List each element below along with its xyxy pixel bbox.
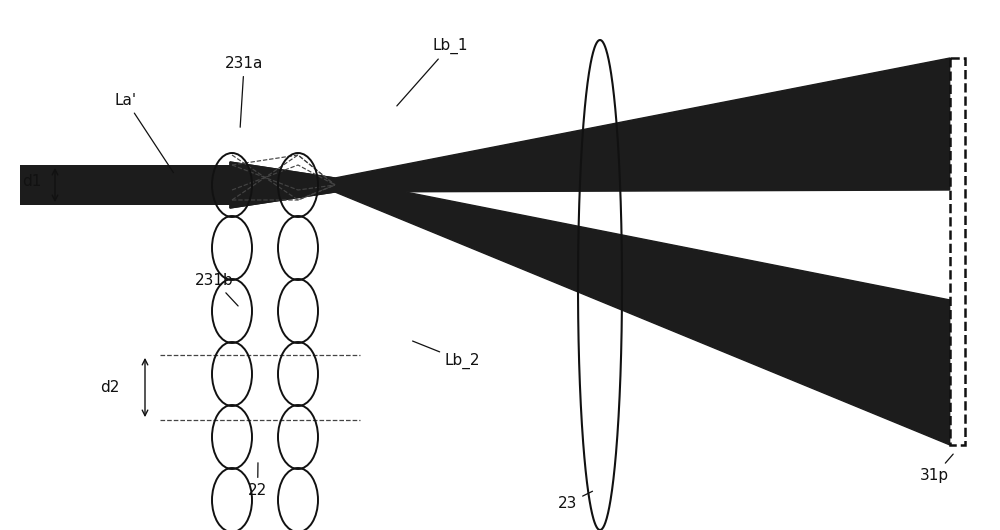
Text: Lb_2: Lb_2 <box>413 341 480 369</box>
Text: 23: 23 <box>558 491 593 511</box>
Text: d1: d1 <box>22 174 42 190</box>
Polygon shape <box>230 162 950 445</box>
Text: d2: d2 <box>100 381 120 395</box>
Text: 231b: 231b <box>195 273 238 306</box>
Bar <box>950 58 965 445</box>
Text: 231a: 231a <box>225 56 263 127</box>
Text: 31p: 31p <box>920 454 953 483</box>
Text: 22: 22 <box>248 463 267 498</box>
Bar <box>20 165 230 205</box>
Polygon shape <box>230 58 950 208</box>
Text: Lb_1: Lb_1 <box>397 38 468 106</box>
Text: La': La' <box>115 93 173 173</box>
